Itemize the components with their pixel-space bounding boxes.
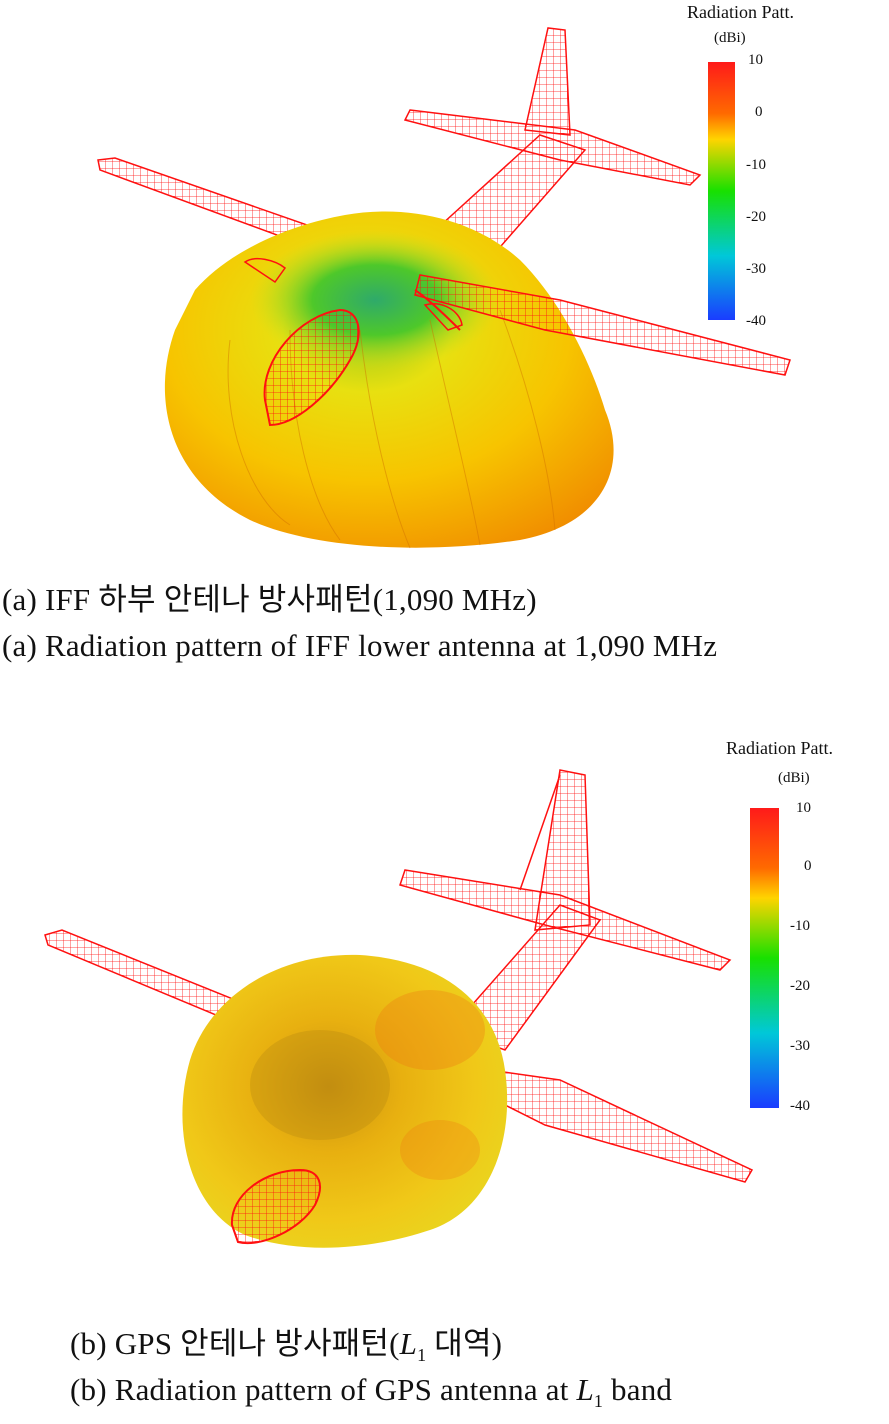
caption-korean-a: (a) IFF 하부 안테나 방사패턴(1,090 MHz) [2,582,537,617]
caption-english-b-variable: L [576,1372,594,1407]
figure-panel-b: Radiation Patt. (dBi) 10 0 -10 -20 -30 -… [0,730,889,1424]
right-wing-wireframe [484,1069,754,1183]
caption-english-b-subscript: 1 [593,1391,604,1412]
colorbar-tick-minus-10: -10 [746,157,766,173]
colorbar-tick-minus-20: -20 [746,209,766,225]
colorbar-tick-minus-40: -40 [790,1098,810,1114]
caption-english-b-prefix: (b) Radiation pattern of GPS antenna at [70,1372,577,1407]
caption-english-a: (a) Radiation pattern of IFF lower anten… [2,628,718,663]
legend-unit-b: (dBi) [778,770,810,786]
colorbar-tick-10: 10 [748,52,763,68]
nose-wireframe [230,1168,321,1245]
radiation-pattern-scene-a [97,27,791,549]
legend-unit-a: (dBi) [714,30,746,46]
colorbar-tick-minus-30: -30 [746,261,766,277]
caption-english-b: (b) Radiation pattern of GPS antenna at … [70,1372,672,1412]
caption-korean-b-variable: L [399,1326,418,1361]
caption-english-b-suffix: band [603,1372,673,1407]
colorbar-b [750,808,779,1108]
engine-pod-left-wireframe [243,257,287,284]
colorbar-a [708,62,735,320]
caption-korean-b: (b) GPS 안테나 방사패턴(L1 대역) [70,1318,502,1366]
radiation-pattern-scene-b [44,769,779,1248]
colorbar-tick-minus-30: -30 [790,1038,810,1054]
colorbar-tick-minus-20: -20 [790,978,810,994]
radiation-lobe-a [164,211,614,549]
colorbar-tick-0: 0 [804,858,812,874]
nose-wireframe [263,308,360,427]
colorbar-tick-minus-40: -40 [746,313,766,329]
colorbar-tick-10: 10 [796,800,811,816]
colorbar-tick-minus-10: -10 [790,918,810,934]
radiation-lobe-b [182,954,508,1248]
legend-title-b: Radiation Patt. [726,738,833,758]
caption-korean-b-prefix: (b) GPS 안테나 방사패턴( [70,1326,400,1361]
engine-pod-right-wireframe [423,303,463,331]
figure-panel-a: Radiation Patt. (dBi) 10 0 -10 -20 -30 -… [0,0,889,700]
caption-korean-b-suffix: 대역) [426,1326,503,1361]
colorbar-tick-0: 0 [755,104,763,120]
caption-korean-b-subscript: 1 [417,1345,427,1366]
legend-title-a: Radiation Patt. [687,2,794,22]
